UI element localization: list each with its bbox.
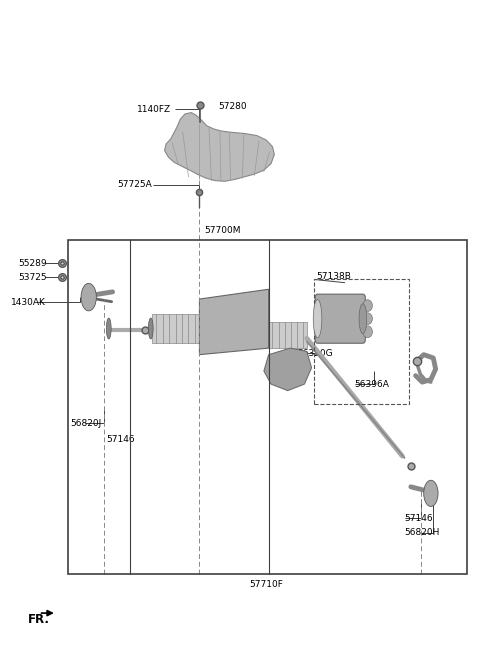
Ellipse shape (107, 318, 111, 339)
Bar (314, 279, 409, 404)
Bar (152, 314, 199, 343)
Text: 56320G: 56320G (297, 349, 333, 358)
Text: 57146: 57146 (405, 514, 433, 523)
Ellipse shape (363, 313, 372, 325)
Ellipse shape (148, 318, 153, 339)
Polygon shape (264, 348, 312, 391)
Text: 57138B: 57138B (316, 271, 351, 281)
Bar (68, 240, 467, 574)
Ellipse shape (363, 326, 372, 338)
Text: 57700M: 57700M (204, 226, 240, 235)
Ellipse shape (81, 283, 96, 311)
Text: 57710F: 57710F (249, 580, 283, 589)
Text: 57725A: 57725A (117, 180, 152, 189)
Text: 56820J: 56820J (71, 419, 102, 428)
Ellipse shape (313, 300, 322, 338)
Polygon shape (199, 289, 269, 355)
Text: 57280: 57280 (218, 102, 247, 110)
Bar (269, 322, 307, 348)
FancyBboxPatch shape (315, 294, 365, 343)
Ellipse shape (359, 304, 367, 334)
Text: 55289: 55289 (18, 259, 47, 267)
Ellipse shape (424, 480, 438, 507)
Text: FR.: FR. (28, 613, 49, 626)
Text: 57146: 57146 (107, 435, 135, 444)
Text: 1430AK: 1430AK (11, 298, 46, 307)
Polygon shape (165, 112, 275, 181)
Text: 53725: 53725 (18, 273, 47, 282)
Ellipse shape (363, 300, 372, 311)
Text: 56820H: 56820H (405, 528, 440, 537)
Text: 56396A: 56396A (355, 380, 389, 388)
Text: 1140FZ: 1140FZ (137, 105, 171, 114)
